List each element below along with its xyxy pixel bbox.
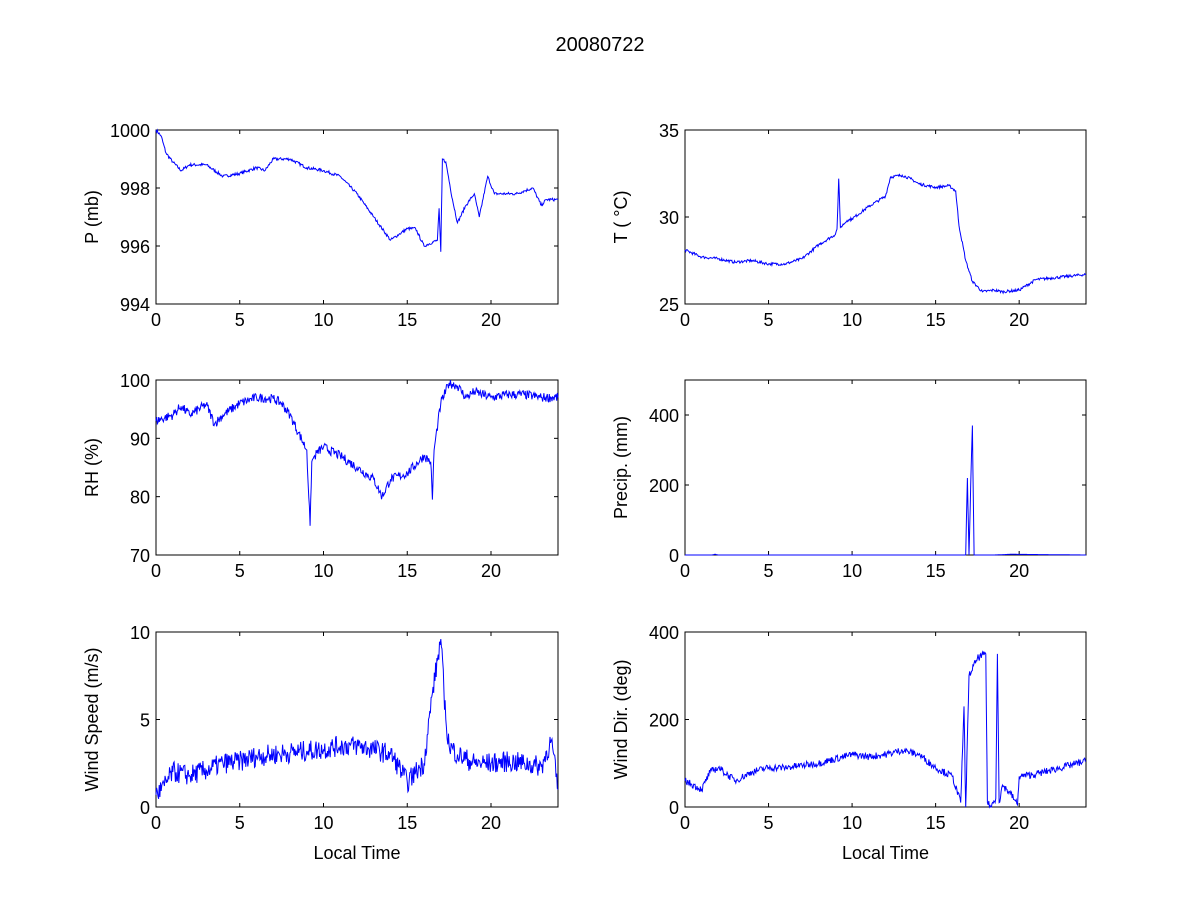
x-tick-label: 10	[842, 561, 862, 581]
y-tick-label: 5	[140, 711, 150, 731]
axes-box	[155, 129, 559, 305]
y-tick-label: 0	[140, 798, 150, 818]
x-tick-label: 15	[397, 561, 417, 581]
y-tick-label: 90	[130, 429, 150, 449]
y-tick-label: 25	[659, 295, 679, 315]
y-tick-label: 30	[659, 208, 679, 228]
axes-box	[684, 631, 1087, 808]
x-tick-label: 5	[764, 561, 774, 581]
x-tick-label: 20	[1009, 813, 1029, 833]
axes-box	[684, 129, 1087, 305]
x-tick-label: 5	[235, 310, 245, 330]
x-tick-label: 5	[764, 813, 774, 833]
y-tick-label: 400	[649, 406, 679, 426]
y-axis-label: Wind Speed (m/s)	[82, 647, 102, 791]
x-tick-label: 0	[151, 561, 161, 581]
x-tick-label: 20	[481, 813, 501, 833]
y-tick-label: 1000	[110, 121, 150, 141]
subplot-0: 0 5 10 15 20 994 996 998 1000 P (mb)	[82, 121, 559, 330]
y-tick-label: 10	[130, 623, 150, 643]
y-axis-label: Wind Dir. (deg)	[611, 659, 631, 779]
series-line	[155, 128, 559, 252]
y-axis-label: P (mb)	[82, 190, 102, 244]
x-tick-label: 20	[1009, 310, 1029, 330]
x-tick-label: 15	[397, 310, 417, 330]
axes-box	[155, 631, 559, 808]
x-tick-label: 10	[842, 310, 862, 330]
x-tick-label: 15	[926, 813, 946, 833]
x-tick-label: 10	[313, 310, 333, 330]
y-axis-label: Precip. (mm)	[611, 416, 631, 519]
figure-title: 20080722	[555, 34, 645, 56]
x-tick-label: 20	[1009, 561, 1029, 581]
subplot-2: 0 5 10 15 20 70 80 90 100 RH (%)	[82, 371, 559, 581]
x-tick-label: 0	[151, 310, 161, 330]
x-tick-label: 0	[151, 813, 161, 833]
y-tick-label: 998	[120, 179, 150, 199]
x-tick-label: 10	[842, 813, 862, 833]
x-axis-label: Local Time	[842, 843, 929, 863]
x-tick-label: 0	[680, 310, 690, 330]
y-tick-label: 996	[120, 237, 150, 257]
x-tick-label: 0	[680, 813, 690, 833]
y-tick-label: 0	[669, 546, 679, 566]
y-tick-label: 70	[130, 546, 150, 566]
x-tick-label: 15	[397, 813, 417, 833]
y-axis-label: T ( °C)	[611, 191, 631, 244]
y-tick-label: 200	[649, 476, 679, 496]
series-line	[155, 638, 559, 800]
x-tick-label: 10	[313, 561, 333, 581]
y-tick-label: 994	[120, 295, 150, 315]
x-tick-label: 0	[680, 561, 690, 581]
x-tick-label: 5	[235, 561, 245, 581]
x-tick-label: 15	[926, 310, 946, 330]
y-axis-label: RH (%)	[82, 438, 102, 497]
y-tick-label: 0	[669, 798, 679, 818]
axes-box	[684, 379, 1087, 556]
x-axis-label: Local Time	[313, 843, 400, 863]
series-line	[684, 173, 1086, 295]
series-line	[685, 425, 1086, 556]
y-tick-label: 100	[120, 371, 150, 391]
subplot-4: 0 5 10 15 20 0 5 10 Wind Speed (m/s) Local Time	[82, 623, 559, 863]
y-tick-label: 400	[649, 623, 679, 643]
x-tick-label: 5	[764, 310, 774, 330]
x-tick-label: 5	[235, 813, 245, 833]
x-tick-label: 15	[926, 561, 946, 581]
series-line	[155, 379, 559, 526]
series-line	[684, 650, 1086, 809]
subplot-1: 0 5 10 15 20 25 30 35 T ( °C)	[611, 121, 1087, 330]
y-tick-label: 200	[649, 711, 679, 731]
x-tick-label: 10	[313, 813, 333, 833]
y-tick-label: 80	[130, 488, 150, 508]
x-tick-label: 20	[481, 310, 501, 330]
y-tick-label: 35	[659, 121, 679, 141]
x-tick-label: 20	[481, 561, 501, 581]
